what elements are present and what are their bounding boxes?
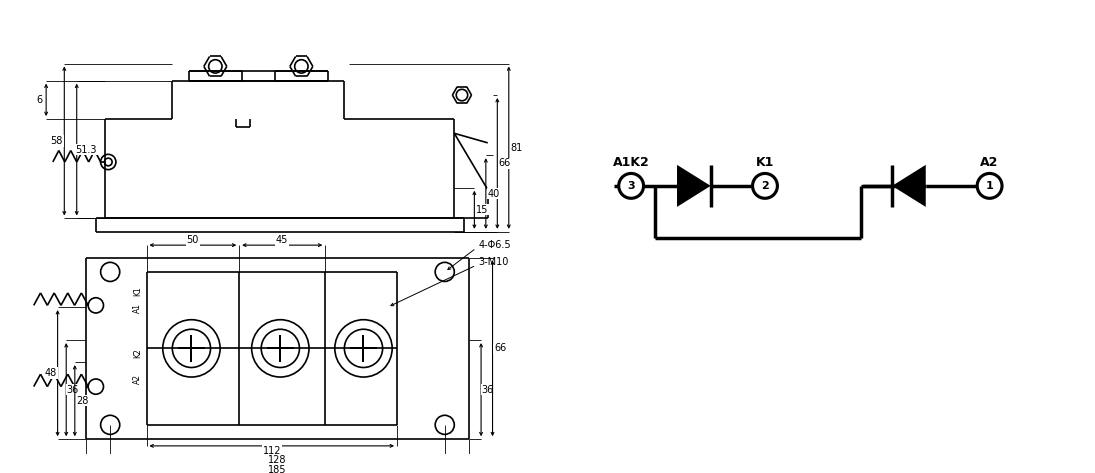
Text: 50: 50 [186,236,199,245]
Text: 66: 66 [499,158,511,168]
Text: 81: 81 [510,143,522,153]
Text: 4-Φ6.5: 4-Φ6.5 [479,240,511,250]
Text: 185: 185 [268,465,287,473]
Text: 2: 2 [761,181,769,191]
Polygon shape [677,165,711,207]
Text: A1: A1 [134,303,142,313]
Text: 1: 1 [986,181,993,191]
Text: K2: K2 [134,348,142,358]
Text: 66: 66 [494,343,506,353]
Text: 28: 28 [77,395,89,406]
Text: 58: 58 [50,136,62,146]
Text: A2: A2 [980,156,999,169]
Text: 48: 48 [45,368,57,378]
Circle shape [752,174,777,198]
Text: 112: 112 [263,446,281,455]
Circle shape [619,174,644,198]
Circle shape [977,174,1002,198]
Text: K1: K1 [756,156,774,169]
Text: 6: 6 [36,95,43,105]
Text: A1K2: A1K2 [613,156,649,169]
Text: 40: 40 [487,189,499,199]
Text: K1: K1 [134,286,142,296]
Text: 128: 128 [268,455,287,465]
Text: 36: 36 [67,385,79,394]
Text: A2: A2 [134,374,142,384]
Polygon shape [892,165,925,207]
Text: 45: 45 [276,236,288,245]
Text: 36: 36 [482,385,494,394]
Text: 51.3: 51.3 [76,145,97,155]
Text: 3-M10: 3-M10 [479,257,508,267]
Text: 3: 3 [627,181,635,191]
Text: 15: 15 [476,205,488,215]
